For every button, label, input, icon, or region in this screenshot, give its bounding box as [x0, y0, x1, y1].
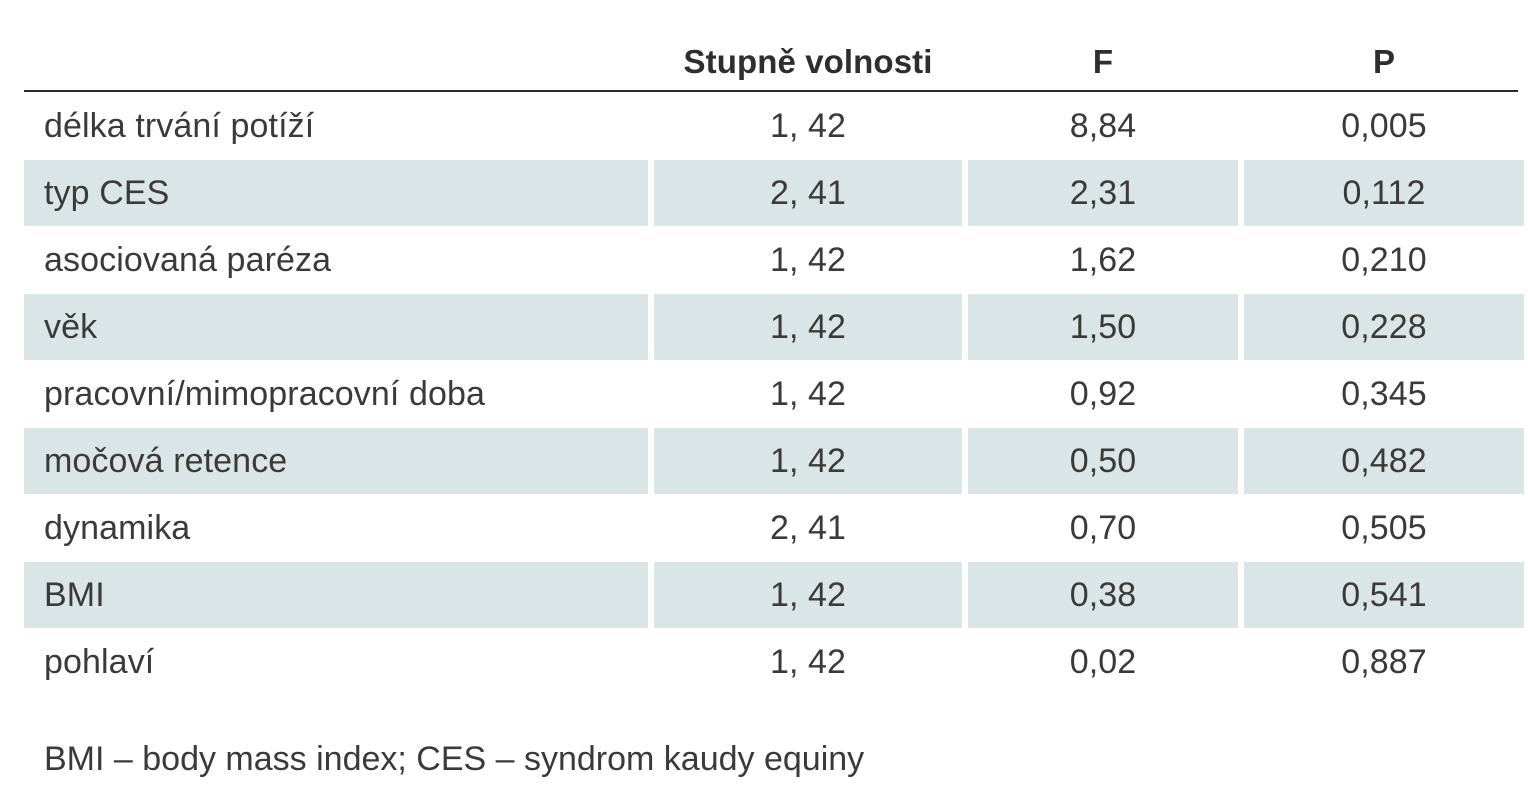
- header-p: P: [1372, 42, 1396, 80]
- statistics-table: Stupně volnosti F P délka trvání potíží …: [24, 30, 1524, 696]
- header-f: F: [1092, 42, 1114, 80]
- table-row: BMI 1, 42 0,38 0,541: [24, 562, 1524, 628]
- row-df: 2, 41: [654, 160, 962, 226]
- row-p: 0,505: [1341, 509, 1427, 547]
- row-f: 0,38: [968, 562, 1238, 628]
- row-label: délka trvání potíží: [44, 107, 315, 145]
- row-p: 0,112: [1244, 160, 1524, 226]
- row-df: 1, 42: [769, 643, 847, 681]
- header-degrees-of-freedom: Stupně volnosti: [683, 42, 933, 80]
- row-label: močová retence: [24, 428, 648, 494]
- row-df: 1, 42: [654, 428, 962, 494]
- table-body: délka trvání potíží 1, 42 8,84 0,005 typ…: [24, 93, 1524, 695]
- row-f: 1,62: [1069, 241, 1137, 279]
- row-df: 1, 42: [769, 241, 847, 279]
- row-label: dynamika: [44, 509, 191, 547]
- table-header-row: Stupně volnosti F P: [24, 30, 1518, 92]
- row-f: 0,02: [1069, 643, 1137, 681]
- row-label: asociovaná paréza: [44, 241, 332, 279]
- row-f: 1,50: [968, 294, 1238, 360]
- row-df: 2, 41: [769, 509, 847, 547]
- row-f: 0,70: [1069, 509, 1137, 547]
- row-p: 0,005: [1341, 107, 1427, 145]
- row-p: 0,541: [1244, 562, 1524, 628]
- row-df: 1, 42: [654, 294, 962, 360]
- row-df: 1, 42: [654, 562, 962, 628]
- header-label-cell: [24, 30, 648, 90]
- row-label: typ CES: [24, 160, 648, 226]
- row-df: 1, 42: [769, 107, 847, 145]
- row-p: 0,887: [1341, 643, 1427, 681]
- table-row: věk 1, 42 1,50 0,228: [24, 294, 1524, 360]
- table-row: typ CES 2, 41 2,31 0,112: [24, 160, 1524, 226]
- row-p: 0,345: [1341, 375, 1427, 413]
- row-f: 8,84: [1069, 107, 1137, 145]
- row-label: pohlaví: [44, 643, 155, 681]
- table-row: pracovní/mimopracovní doba 1, 42 0,92 0,…: [24, 361, 1518, 427]
- row-label: pracovní/mimopracovní doba: [44, 375, 486, 413]
- row-p: 0,228: [1244, 294, 1524, 360]
- table-row: pohlaví 1, 42 0,02 0,887: [24, 629, 1518, 695]
- table-row: močová retence 1, 42 0,50 0,482: [24, 428, 1524, 494]
- row-f: 2,31: [968, 160, 1238, 226]
- table-row: délka trvání potíží 1, 42 8,84 0,005: [24, 93, 1518, 159]
- row-f: 0,92: [1069, 375, 1137, 413]
- row-f: 0,50: [968, 428, 1238, 494]
- row-label: věk: [24, 294, 648, 360]
- table-row: dynamika 2, 41 0,70 0,505: [24, 495, 1518, 561]
- row-df: 1, 42: [769, 375, 847, 413]
- row-p: 0,482: [1244, 428, 1524, 494]
- table-footnote: BMI – body mass index; CES – syndrom kau…: [44, 740, 865, 778]
- row-label: BMI: [24, 562, 648, 628]
- table-row: asociovaná paréza 1, 42 1,62 0,210: [24, 227, 1518, 293]
- row-p: 0,210: [1341, 241, 1427, 279]
